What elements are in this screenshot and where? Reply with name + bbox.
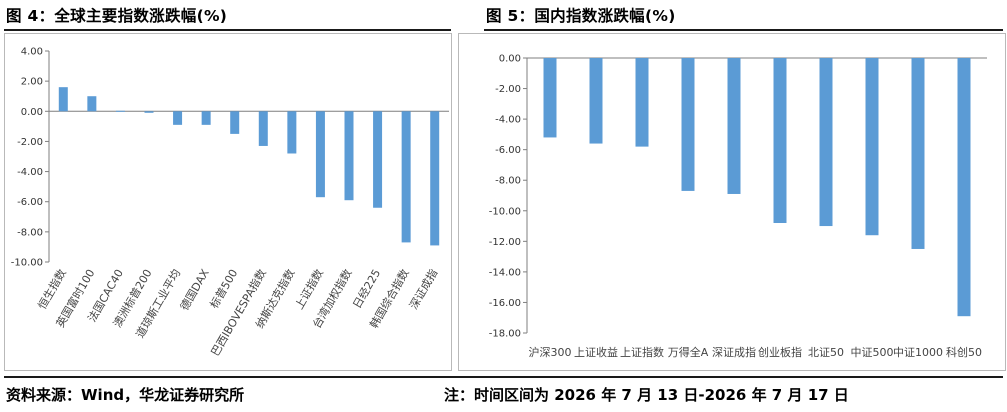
domestic-y-tick-label: -18.00 [489, 329, 521, 340]
domestic-y-tick-label: -4.00 [495, 115, 521, 126]
domestic-bar [819, 58, 833, 227]
figure-4-title: 图 4：全球主要指数涨跌幅(%) [6, 7, 228, 25]
global-y-tick-label: -10.00 [11, 258, 43, 269]
global-y-tick-label: -6.00 [17, 197, 43, 208]
domestic-category-label: 上证收益 [574, 345, 618, 359]
domestic-y-tick-label: -12.00 [489, 237, 521, 248]
global-y-tick-label: 0.00 [21, 107, 43, 118]
domestic-y-tick-label: -6.00 [495, 145, 521, 156]
global-bar [373, 111, 383, 208]
domestic-category-label: 沪深300 [529, 345, 572, 359]
domestic-bar [911, 58, 925, 249]
global-bar [344, 111, 354, 201]
global-bar [58, 87, 68, 112]
domestic-y-tick-label: -2.00 [495, 84, 521, 95]
global-bar [173, 111, 183, 125]
global-y-tick-label: -4.00 [17, 167, 43, 178]
global-bar [401, 111, 411, 243]
chart-global-indices-svg: 4.002.000.00-2.00-4.00-6.00-8.00-10.00恒生… [11, 47, 449, 358]
global-bar [315, 111, 325, 198]
domestic-bar [543, 58, 557, 138]
global-y-tick-label: 2.00 [21, 77, 43, 88]
domestic-category-label: 中证1000 [893, 346, 943, 359]
domestic-category-label: 科创50 [946, 345, 982, 359]
domestic-bar [727, 58, 741, 194]
domestic-category-label: 上证指数 [620, 345, 664, 359]
time-range-note: 注：时间区间为 2026 年 7 月 13 日-2026 年 7 月 17 日 [444, 386, 849, 404]
title-rule-right [484, 29, 1003, 31]
domestic-y-tick-label: -8.00 [495, 176, 521, 187]
domestic-category-label: 北证50 [808, 346, 844, 359]
source-note: 资料来源：Wind，华龙证券研究所 [6, 386, 245, 404]
global-y-tick-label: 4.00 [21, 47, 43, 58]
footer-rule [4, 376, 1003, 378]
chart-global-indices: 4.00 2.00 0.00 -2.00 -4.00 -6.00 -8.00 -10.00 恒生… [4, 33, 452, 371]
domestic-bar [865, 58, 879, 236]
global-bar [201, 111, 211, 125]
global-y-tick-label: -2.00 [17, 137, 43, 148]
domestic-y-tick-label: 0.00 [499, 54, 521, 65]
global-bar [87, 96, 97, 112]
global-bar [115, 110, 125, 112]
global-bar [144, 111, 154, 113]
figure-5-title: 图 5：国内指数涨跌幅(%) [486, 7, 676, 25]
domestic-bar [957, 58, 971, 317]
domestic-bar [773, 58, 787, 223]
domestic-category-label: 创业板指 [758, 345, 802, 359]
global-y-tick-label: -8.00 [17, 227, 43, 238]
domestic-bar [589, 58, 603, 144]
domestic-y-tick-label: -10.00 [489, 206, 521, 217]
domestic-y-tick-label: -16.00 [489, 298, 521, 309]
domestic-y-tick-label: -14.00 [489, 267, 521, 278]
global-bar [287, 111, 297, 154]
global-bar [258, 111, 268, 146]
domestic-category-label: 万得全A [668, 345, 709, 359]
title-rule-left [4, 29, 451, 31]
global-bar [430, 111, 440, 246]
domestic-category-label: 深证成指 [712, 345, 756, 359]
domestic-category-label: 中证500 [851, 346, 894, 359]
chart-domestic-indices-svg: 0.00 -2.00 -4.00 -6.00 -8.00 -10.00 -12.00 -14.… [489, 54, 987, 359]
domestic-bar [635, 58, 649, 147]
domestic-bar [681, 58, 695, 191]
chart-domestic-indices: 0.00 -2.00 -4.00 -6.00 -8.00 -10.00 -12.00 -14.… [458, 33, 1006, 371]
global-bar [230, 111, 240, 134]
